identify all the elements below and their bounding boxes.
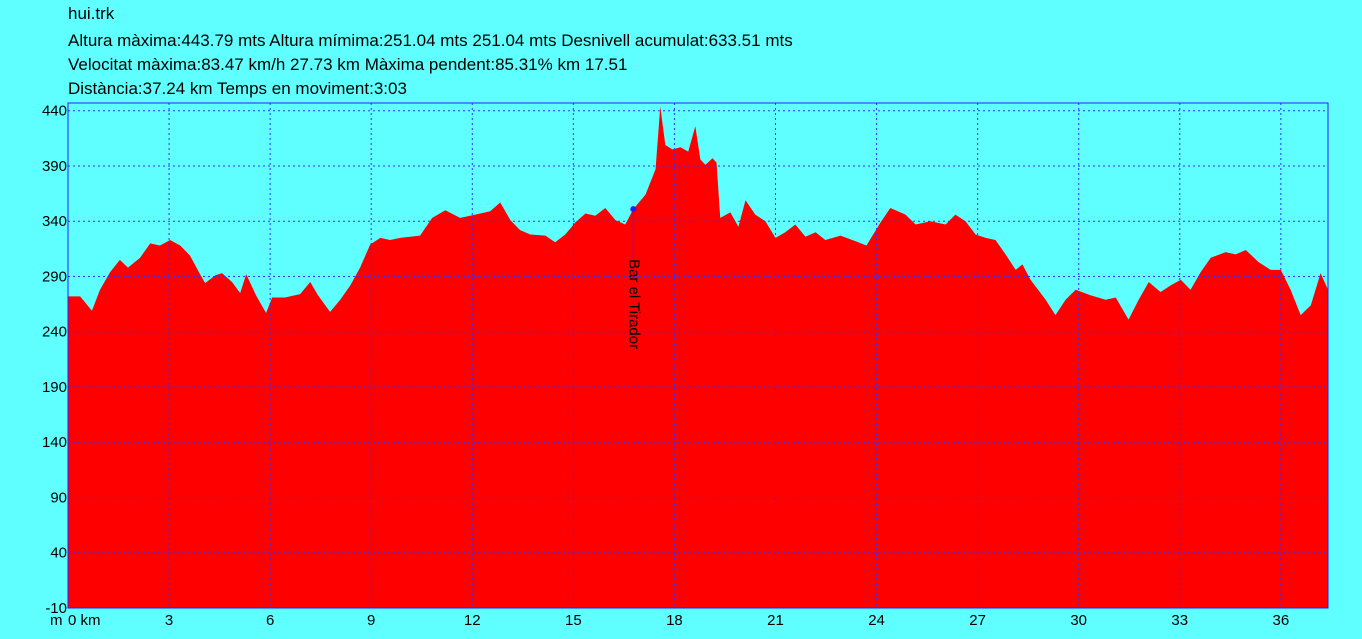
y-tick-label: 390: [42, 158, 67, 175]
x-tick-label: 30: [1070, 612, 1087, 629]
x-tick-label: 27: [969, 612, 986, 629]
x-tick-label: 9: [367, 612, 375, 629]
elevation-area: [68, 106, 1328, 608]
y-axis-label: m: [50, 612, 63, 629]
plot-border: [67, 102, 1329, 609]
y-tick-label: 340: [42, 213, 67, 230]
y-tick-label: 190: [42, 379, 67, 396]
chart-title: hui.trk: [68, 4, 115, 23]
x-tick-label: 0 km: [68, 612, 101, 629]
x-tick-label: 33: [1171, 612, 1188, 629]
annotation-label: Bar el Tirador: [625, 259, 642, 349]
y-tick-label: 440: [42, 103, 67, 120]
annotation-point: [630, 206, 637, 213]
y-tick-label: 40: [50, 545, 67, 562]
subtitle: Velocitat màxima:83.47 km/h 27.73 km Màx…: [68, 55, 627, 74]
subtitle: Altura màxima:443.79 mts Altura mímima:2…: [68, 31, 793, 50]
y-tick-label: 290: [42, 268, 67, 285]
x-tick-label: 36: [1272, 612, 1289, 629]
y-tick-label: -10: [45, 600, 67, 617]
y-tick-label: 240: [42, 324, 67, 341]
y-tick-label: 90: [50, 489, 67, 506]
x-tick-label: 6: [266, 612, 274, 629]
x-tick-label: 18: [666, 612, 683, 629]
x-tick-label: 12: [464, 612, 481, 629]
x-tick-label: 24: [868, 612, 885, 629]
y-tick-label: 140: [42, 434, 67, 451]
x-tick-label: 3: [165, 612, 173, 629]
x-tick-label: 21: [767, 612, 784, 629]
x-tick-label: 15: [565, 612, 582, 629]
subtitle: Distància:37.24 km Temps en moviment:3:0…: [68, 79, 407, 98]
